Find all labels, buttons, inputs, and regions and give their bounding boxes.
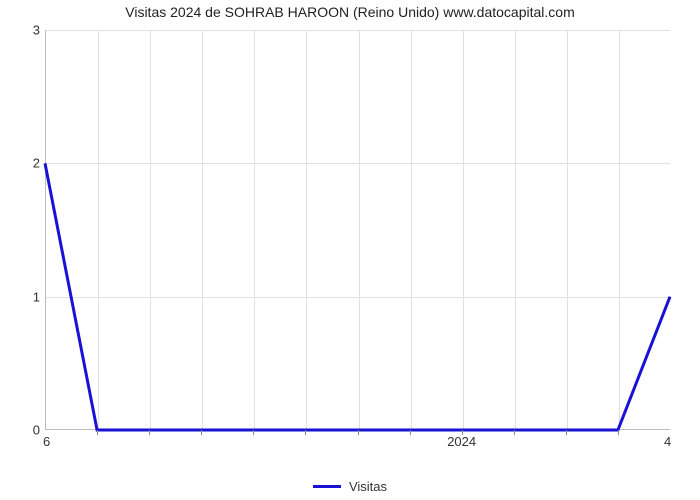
x-corner-left: 6 bbox=[43, 434, 50, 449]
x-tick-mark bbox=[566, 430, 567, 435]
x-tick-mark bbox=[253, 430, 254, 435]
x-tick-mark bbox=[97, 430, 98, 435]
chart-title: Visitas 2024 de SOHRAB HAROON (Reino Uni… bbox=[0, 4, 700, 20]
chart-legend: Visitas bbox=[0, 478, 700, 494]
x-corner-right: 4 bbox=[664, 434, 671, 449]
x-tick-mark bbox=[410, 430, 411, 435]
y-tick-label: 2 bbox=[10, 156, 40, 171]
legend-label: Visitas bbox=[349, 479, 387, 494]
line-series-layer bbox=[45, 30, 670, 430]
x-tick-mark bbox=[149, 430, 150, 435]
x-tick-mark bbox=[201, 430, 202, 435]
visits-line bbox=[45, 163, 670, 430]
visits-chart: Visitas 2024 de SOHRAB HAROON (Reino Uni… bbox=[0, 0, 700, 500]
legend-swatch bbox=[313, 485, 341, 488]
y-tick-label: 0 bbox=[10, 423, 40, 438]
x-tick-mark bbox=[305, 430, 306, 435]
x-tick-mark bbox=[358, 430, 359, 435]
y-tick-label: 3 bbox=[10, 23, 40, 38]
y-tick-label: 1 bbox=[10, 289, 40, 304]
x-tick-mark bbox=[618, 430, 619, 435]
x-tick-label: 2024 bbox=[447, 434, 476, 449]
x-tick-mark bbox=[514, 430, 515, 435]
